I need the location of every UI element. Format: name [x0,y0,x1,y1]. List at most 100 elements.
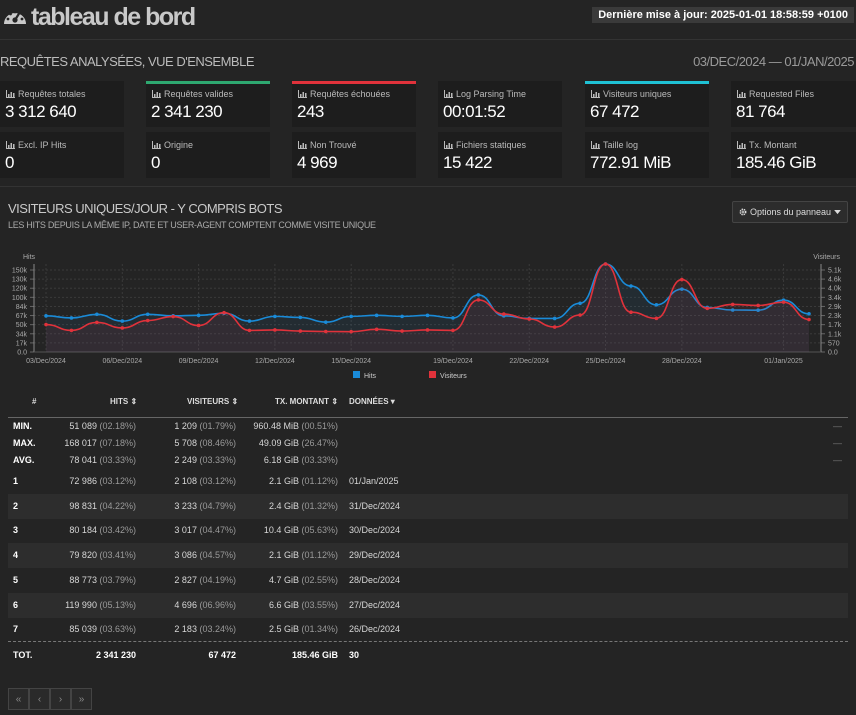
hits-cell-percent: (05.13%) [99,599,136,610]
total-tx: 185.46 GiB [291,650,338,660]
data-point [629,310,633,315]
data-point [298,315,303,320]
tx-cell: 10.4 GiB (05.63%) [264,518,338,543]
row-index: 1 [13,476,19,486]
visitors-cell-percent: (03.12%) [199,476,236,486]
date-cell: — [833,455,842,465]
hits-cell: 80 184 (03.42%) [69,518,136,543]
table-row[interactable]: 4 79 820 (03.41%) 3 086 (04.57%) 2.1 GiB (0… [8,543,848,569]
stat-card: Fichiers statiques 15 422 [438,132,562,178]
data-point [95,312,99,317]
last-page-button[interactable]: » [71,688,92,710]
data-point [680,287,684,291]
next-page-button[interactable]: › [50,688,71,710]
table-row[interactable]: 1 72 986 (03.12%) 2 108 (03.12%) 2.1 GiB (0… [8,469,848,494]
row-index: 7 [13,624,19,635]
first-page-button[interactable]: « [8,688,29,710]
stat-card-label-text: Tx. Montant [749,140,797,150]
tx-cell-percent: (01.12%) [301,550,338,561]
data-point [730,302,735,307]
hits-cell: 72 986 (03.12%) [69,469,136,494]
visitors-cell-percent: (03.24%) [199,624,236,635]
data-point [680,277,684,282]
stat-card-label-text: Non Trouvé [310,140,357,150]
right-tick-label: 570 [828,340,840,347]
stat-card-value: 81 764 [736,102,786,121]
data-point [374,313,379,318]
top-bar: tableau de bord Dernière mise à jour: 20… [0,0,856,40]
tx-cell: 4.7 GiB (02.55%) [269,568,338,593]
bar-chart-icon [444,141,453,149]
data-point [120,319,125,323]
visitors-cell: 3 017 (04.47%) [174,518,236,543]
table-row[interactable]: 3 80 184 (03.42%) 3 017 (04.47%) 10.4 GiB (… [8,518,848,543]
panel-title: VISITEURS UNIQUES/JOUR - Y COMPRIS BOTS [8,201,283,216]
gear-icon [739,208,747,216]
overview-title: REQUÊTES ANALYSÉES, VUE D'ENSEMBLE [0,54,255,69]
hits-cell: 79 820 (03.41%) [69,543,136,568]
panel-options-label: Options du panneau [749,207,832,217]
row-index: 2 [13,500,19,511]
bar-chart-icon [591,141,600,149]
data-point [425,313,430,318]
data-point [552,325,557,329]
visitors-cell-percent: (04.47%) [199,525,236,536]
dashboard-gauge-icon [4,10,26,24]
tx-cell-percent: (00.51%) [301,421,338,431]
stat-card-label-text: Visiteurs uniques [603,89,672,99]
tx-cell-percent: (01.34%) [301,624,338,635]
data-point [44,314,48,318]
app-title: tableau de bord [31,3,196,31]
col-header-visitors[interactable]: VISITEURS ⇕ [187,397,238,406]
col-header-hits[interactable]: HITS ⇕ [110,397,137,406]
tx-cell: 2.1 GiB (01.12%) [269,469,338,494]
prev-page-button[interactable]: ‹ [29,688,50,710]
hits-cell-percent: (03.79%) [99,574,136,585]
data-point [654,303,659,307]
col-header-tx[interactable]: TX. MONTANT ⇕ [275,397,338,406]
stat-card-label-text: Requêtes totales [18,89,86,99]
visitors-cell-value: 3 086 [174,550,197,561]
data-point [400,314,404,319]
visitors-cell-value: 3 017 [174,525,197,536]
table-row[interactable]: 2 98 831 (04.22%) 3 233 (04.79%) 2.4 GiB (0… [8,493,848,519]
col-header-data[interactable]: DONNÉES ▾ [349,397,395,406]
stat-card-label: Requêtes valides [152,89,233,99]
hits-cell-percent: (03.33%) [99,455,136,465]
table-row[interactable]: 7 85 039 (03.63%) 2 183 (03.24%) 2.5 GiB (0… [8,617,848,642]
tx-cell-value: 6.18 GiB [263,455,299,465]
table-row[interactable]: 5 88 773 (03.79%) 2 827 (04.19%) 4.7 GiB (0… [8,568,848,593]
hits-cell-value: 119 990 [65,599,97,610]
unique-visitors-chart: Hits Visiteurs 0.0 0.0 17k 570 34k 1.1k 50k 1.7k 6… [12,254,842,380]
stat-card-label: Requêtes totales [6,89,86,99]
stat-card-value: 2 341 230 [151,102,223,121]
bar-chart-icon [737,90,746,98]
tx-cell-value: 960.48 MiB [253,421,299,431]
hits-cell-percent: (02.18%) [99,421,136,431]
hits-cell-value: 72 986 [69,476,97,486]
hits-cell: 51 089 (02.18%) [69,418,136,435]
date-cell: 30/Dec/2024 [349,525,401,536]
tx-cell-value: 2.1 GiB [268,550,299,561]
table-row[interactable]: 6 119 990 (05.13%) 4 696 (06.96%) 6.6 GiB (… [8,592,848,618]
stat-card-value: 0 [5,153,14,172]
data-point [451,328,455,333]
stat-card-label: Non Trouvé [298,140,357,150]
total-divider [8,641,848,642]
date-cell: 27/Dec/2024 [349,599,401,610]
stat-row: MAX. 168 017 (07.18%) 5 708 (08.46%) 49.09 … [8,435,848,452]
panel-options-button[interactable]: Options du panneau [732,201,848,223]
bar-chart-icon [298,90,307,98]
visitors-cell-value: 2 108 [174,476,197,486]
hits-cell-value: 51 089 [69,421,97,431]
stat-card-label: Requested Files [737,89,814,99]
left-tick-label: 50k [16,322,28,329]
stat-card-value: 0 [151,153,160,172]
hits-cell-percent: (03.12%) [99,476,136,486]
data-point [145,318,150,323]
visitors-cell-percent: (04.79%) [199,500,236,511]
x-tick-label: 15/Dec/2024 [331,358,371,365]
data-point [374,327,379,332]
data-point [451,316,455,320]
data-point [247,319,252,323]
